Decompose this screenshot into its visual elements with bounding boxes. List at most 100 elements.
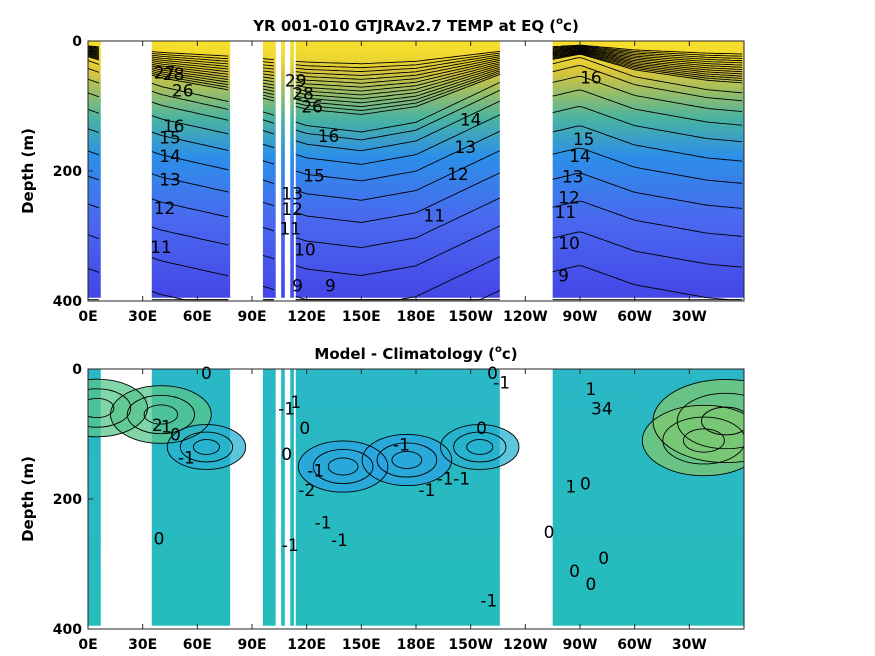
anomaly-contour-label: -1	[278, 400, 295, 420]
temp-contour-label: 11	[150, 238, 172, 258]
temp-contour-line	[88, 150, 100, 156]
temp-contour-line	[88, 46, 99, 49]
temp-contour-line	[151, 65, 229, 78]
temp-contour-label: 16	[163, 117, 185, 137]
temp-contour-label: 11	[279, 220, 301, 240]
anomaly-contour-label: -1	[393, 435, 410, 455]
temp-contour-line	[151, 226, 229, 246]
temp-contour-line	[151, 131, 229, 151]
x-tick-label: 180E	[397, 309, 436, 325]
anomaly-blob	[167, 424, 246, 470]
temp-contour-line	[295, 65, 500, 96]
x-tick-label: 90W	[563, 309, 598, 325]
temp-contour-line	[295, 50, 500, 65]
ocean-basin-fill	[151, 41, 231, 298]
temp-contour-label: 16	[580, 68, 602, 88]
temp-contour-line	[295, 72, 500, 111]
ocean-basin-fill	[290, 41, 294, 298]
anomaly-contour-label: 0	[487, 364, 498, 384]
x-tick-label: 90W	[563, 637, 598, 653]
temp-contour-label: 13	[454, 138, 476, 158]
anomaly-basin-fill	[295, 369, 500, 626]
anomaly-basin-fill	[281, 369, 285, 626]
anomaly-contour-label: -1	[453, 470, 470, 490]
temp-contour-line	[262, 201, 275, 207]
temp-contour-label: 26	[172, 81, 194, 101]
temp-contour-line	[151, 90, 229, 110]
temp-contour-line	[88, 51, 99, 55]
temp-contour-line	[552, 65, 743, 102]
temp-contour-line	[295, 172, 500, 223]
temp-contour-label: 14	[159, 147, 181, 167]
anomaly-contour-label: -1	[493, 374, 510, 394]
anomaly-contour-label: 0	[544, 523, 555, 543]
temp-contour-line	[151, 82, 229, 102]
temp-contour-line	[151, 151, 229, 171]
x-tick-label: 60W	[617, 637, 652, 653]
temp-contour-line	[151, 54, 229, 62]
top-panel: YR 001-010 GTJRAv2.7 TEMP at EQ (oc) 292…	[19, 16, 745, 325]
temp-contour-line	[151, 56, 229, 65]
temp-contour-label: 29	[285, 72, 307, 92]
x-tick-label: 150W	[448, 309, 493, 325]
anomaly-contour-line	[440, 424, 520, 470]
bottom-contour-lines	[88, 378, 744, 493]
temp-contour-line	[262, 64, 274, 67]
anomaly-contour-label: 1	[565, 478, 576, 498]
temp-contour-line	[552, 265, 743, 301]
anomaly-contour-line	[391, 451, 423, 469]
temp-contour-line	[88, 92, 100, 98]
temp-contour-label: 12	[281, 200, 303, 220]
anomaly-contour-label: -1	[178, 448, 195, 468]
anomaly-blob	[362, 434, 452, 486]
temp-contour-line	[88, 50, 99, 54]
temp-contour-line	[552, 125, 743, 162]
x-tick-label: 30E	[128, 637, 157, 653]
anomaly-contour-label: 0	[476, 419, 487, 439]
x-tick-label: 90E	[237, 309, 266, 325]
anomaly-contour-label: 1	[586, 380, 597, 400]
anomaly-contour-line	[676, 392, 744, 450]
temp-contour-label: 13	[159, 170, 181, 190]
temp-contour-line	[88, 47, 99, 51]
anomaly-contour-label: 0	[201, 364, 212, 384]
top-x-ticks: 0E 30E 60E 90E 120E 150E 180E 150W 120W 90W 60W 30W	[78, 41, 707, 325]
anomaly-contour-line	[361, 433, 453, 487]
temp-contour-label: 12	[447, 165, 469, 185]
anomaly-contour-label: 0	[598, 549, 609, 569]
ocean-basin-fill	[295, 41, 500, 298]
warm-surface-layer	[262, 41, 276, 71]
temp-contour-line	[295, 114, 500, 165]
x-tick-label: 120E	[287, 309, 326, 325]
temp-contour-line	[552, 231, 743, 268]
temp-contour-line	[88, 54, 100, 59]
x-tick-label: 180E	[397, 637, 436, 653]
temp-contour-label: 15	[303, 166, 325, 186]
temp-contour-line	[151, 101, 229, 121]
anomaly-contour-label: -1	[307, 461, 324, 481]
bottom-anomaly-field	[88, 369, 744, 626]
anomaly-contour-line	[662, 416, 744, 465]
temp-contour-label: 13	[562, 168, 584, 188]
temp-contour-line	[151, 69, 229, 83]
temp-contour-label: 12	[558, 189, 580, 209]
temp-contour-line	[295, 63, 500, 92]
temp-contour-line	[262, 82, 274, 86]
temp-contour-line	[88, 53, 100, 58]
y-tick-label: 400	[53, 294, 82, 310]
x-tick-label: 0E	[78, 637, 97, 653]
temp-contour-line	[552, 45, 743, 57]
anomaly-contour-label: -1	[418, 481, 435, 501]
temp-contour-label: 27	[154, 64, 176, 84]
anomaly-contour-line	[466, 439, 494, 455]
x-tick-label: 60E	[183, 637, 212, 653]
temp-contour-line	[88, 60, 100, 65]
anomaly-contour-label: 0	[569, 562, 580, 582]
temp-contour-line	[262, 160, 275, 165]
temp-contour-line	[552, 50, 743, 73]
bottom-y-ticks: 0 200 400	[53, 362, 93, 638]
anomaly-contour-label: -1	[331, 531, 348, 551]
